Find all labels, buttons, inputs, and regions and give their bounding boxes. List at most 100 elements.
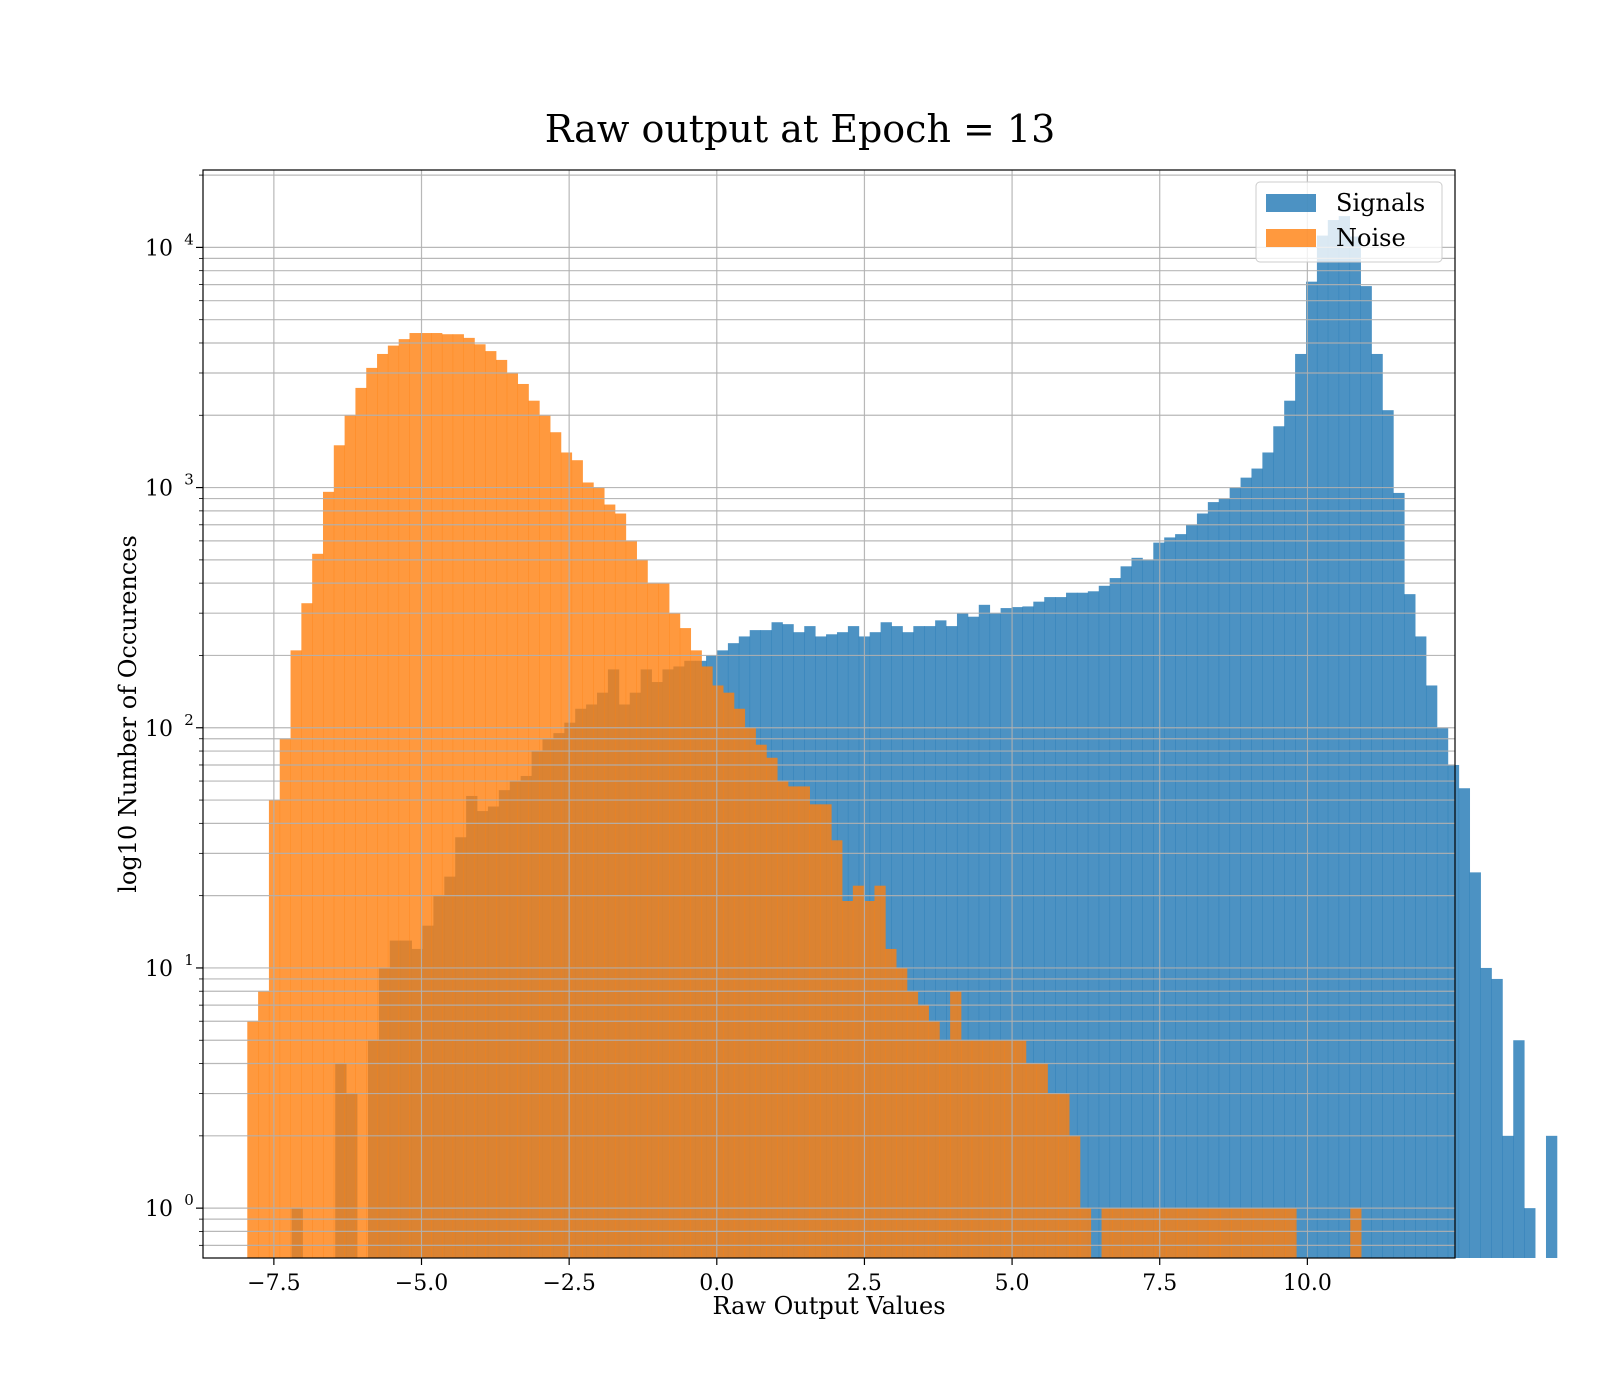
bar-noise: [982, 1040, 994, 1258]
bar-noise: [420, 333, 432, 1258]
bar-signals: [1316, 235, 1329, 1258]
bar-noise: [625, 540, 637, 1258]
x-tick-label: 7.5: [1142, 1271, 1177, 1296]
bar-signals: [978, 604, 991, 1258]
bar-noise: [658, 583, 670, 1258]
bar-signals: [1207, 502, 1220, 1259]
bar-noise: [647, 583, 659, 1258]
bar-signals: [1196, 513, 1209, 1258]
bar-signals: [1273, 426, 1285, 1258]
bar-noise: [344, 415, 356, 1258]
bar-noise: [690, 650, 702, 1258]
bar-signals: [880, 622, 892, 1258]
bar-noise: [1166, 1208, 1178, 1258]
bar-noise: [960, 1040, 973, 1258]
bar-noise: [896, 967, 908, 1258]
bar-signals: [1076, 592, 1089, 1258]
bar-noise: [496, 359, 508, 1258]
y-tick-label: 10: [145, 477, 173, 502]
bar-signals: [1098, 585, 1111, 1258]
bar-noise: [614, 513, 627, 1258]
x-tick-label: −7.5: [247, 1271, 300, 1296]
x-tick-label: 2.5: [847, 1271, 882, 1296]
bar-noise: [971, 1040, 983, 1258]
bar-noise: [387, 345, 400, 1258]
bar-signals: [913, 626, 925, 1258]
bar-noise: [669, 613, 681, 1258]
legend-swatch-signals: [1266, 194, 1316, 212]
bar-signals: [1382, 410, 1394, 1258]
bar-signals: [1033, 601, 1045, 1258]
bar-noise: [766, 757, 778, 1258]
chart-title: Raw output at Epoch = 13: [545, 107, 1056, 151]
bar-noise: [863, 901, 875, 1258]
y-tick-label: 10: [145, 236, 173, 261]
bar-noise: [312, 553, 324, 1258]
y-tick-exponent: 4: [184, 230, 194, 248]
bar-signals: [1055, 597, 1067, 1258]
bar-signals: [1393, 492, 1405, 1258]
bar-noise: [528, 400, 540, 1258]
x-tick-label: 0.0: [699, 1271, 734, 1296]
bar-signals: [1469, 872, 1481, 1258]
bar-noise: [485, 351, 497, 1259]
bar-noise: [506, 372, 519, 1259]
bar-signals: [1011, 607, 1023, 1258]
bar-signals: [1371, 353, 1383, 1259]
bar-signals: [1229, 487, 1241, 1259]
bar-noise: [463, 337, 475, 1258]
bar-signals: [1284, 400, 1296, 1258]
y-tick-exponent: 3: [184, 471, 194, 489]
bar-signals: [1458, 788, 1471, 1258]
bar-noise: [431, 333, 443, 1258]
bar-noise: [917, 1005, 929, 1258]
legend: Signals Noise: [1255, 181, 1443, 263]
bar-noise: [842, 901, 854, 1258]
bar-noise: [1123, 1208, 1135, 1258]
plot-frame: [202, 169, 1456, 1259]
bar-signals: [989, 613, 1001, 1258]
bar-noise: [409, 333, 421, 1258]
bar-noise: [950, 991, 962, 1258]
bar-noise: [1015, 1040, 1027, 1258]
bar-noise: [582, 482, 594, 1258]
bar-noise: [279, 738, 291, 1258]
bar-noise: [517, 383, 529, 1259]
bar-noise: [1133, 1208, 1146, 1258]
legend-label-noise: Noise: [1336, 224, 1406, 252]
bar-noise: [1047, 1093, 1059, 1258]
bar-signals: [902, 632, 914, 1258]
bar-noise: [1220, 1208, 1232, 1258]
bar-noise: [885, 948, 897, 1258]
bar-noise: [452, 334, 464, 1259]
bar-noise: [1274, 1208, 1286, 1258]
bar-signals: [1022, 606, 1034, 1258]
y-tick-label: 10: [145, 1197, 173, 1222]
x-axis: −7.5 −5.0 −2.5 0.0 2.5 5.0 7.5 10.0: [247, 1258, 1332, 1296]
bar-signals: [1109, 578, 1121, 1258]
bar-noise: [593, 487, 605, 1259]
bar-noise: [1155, 1208, 1167, 1258]
bar-noise: [1252, 1208, 1265, 1258]
bar-noise: [712, 685, 724, 1258]
bar-noise: [744, 727, 756, 1258]
bar-noise: [993, 1040, 1005, 1258]
bar-noise: [928, 1021, 940, 1258]
bar-noise: [723, 692, 735, 1258]
bar-noise: [1112, 1208, 1124, 1258]
bar-noise: [1025, 1063, 1038, 1258]
y-tick-exponent: 1: [184, 951, 194, 969]
bar-noise: [333, 445, 346, 1258]
bar-noise: [366, 367, 378, 1258]
x-tick-label: −2.5: [542, 1271, 595, 1296]
bar-signals: [891, 626, 903, 1258]
bar-noise: [377, 353, 389, 1259]
bar-noise: [1242, 1208, 1254, 1258]
x-tick-label: 5.0: [995, 1271, 1030, 1296]
grid-layer: [203, 170, 1455, 1258]
bar-noise: [1209, 1208, 1221, 1258]
bar-signals: [1360, 286, 1372, 1259]
bar-signals: [1480, 967, 1492, 1258]
bar-noise: [1079, 1208, 1092, 1258]
bar-signals: [1000, 608, 1012, 1258]
